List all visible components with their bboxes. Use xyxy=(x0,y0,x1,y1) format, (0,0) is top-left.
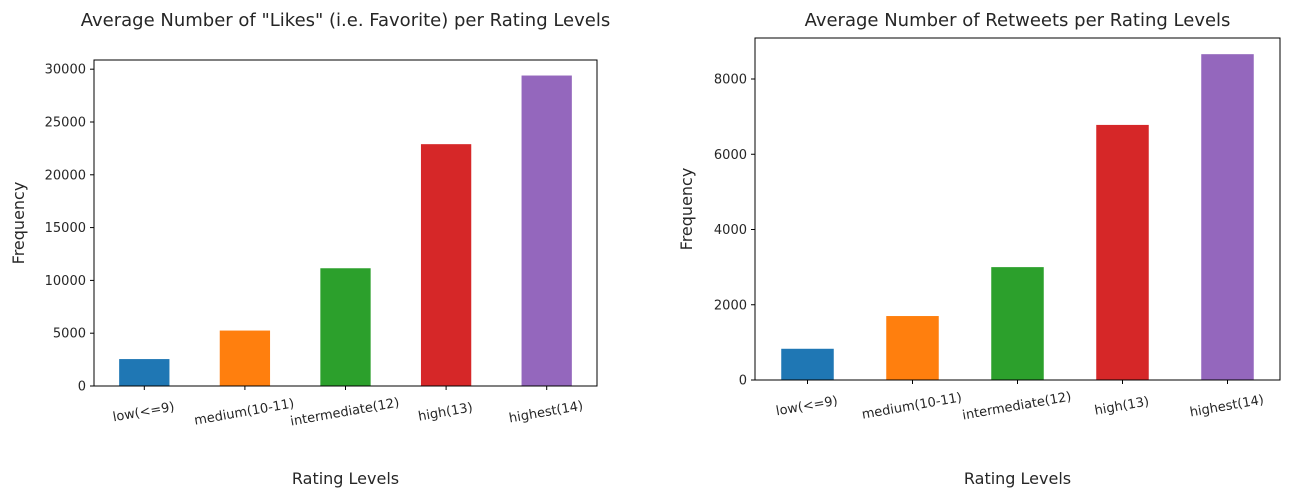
chart-title: Average Number of Retweets per Rating Le… xyxy=(805,10,1231,31)
x-tick-label: highest(14) xyxy=(1189,393,1265,421)
bar-4 xyxy=(420,144,472,386)
bar-1 xyxy=(119,359,170,386)
bar-5 xyxy=(521,75,572,387)
x-tick-label: intermediate(12) xyxy=(289,396,400,430)
bar-2 xyxy=(219,330,271,386)
chart-title: Average Number of "Likes" (i.e. Favorite… xyxy=(81,10,611,31)
x-tick-label: medium(10-11) xyxy=(861,390,963,422)
y-tick-label: 5000 xyxy=(53,327,86,342)
y-tick-label: 8000 xyxy=(714,73,747,88)
y-tick-label: 0 xyxy=(78,380,86,395)
bar-5 xyxy=(1201,54,1254,380)
bar-2 xyxy=(886,316,939,380)
y-tick-label: 25000 xyxy=(45,115,86,130)
x-axis-label: Rating Levels xyxy=(964,469,1071,488)
bar-4 xyxy=(1096,124,1149,380)
x-tick-label: high(13) xyxy=(1093,394,1150,418)
x-tick-label: high(13) xyxy=(417,400,474,424)
y-tick-label: 30000 xyxy=(45,63,86,78)
chart-panel-1: 0 5000 10000 15000 20000 25000 30000 low(<=9) me… xyxy=(9,10,610,488)
y-tick-label: 10000 xyxy=(45,274,86,289)
x-tick-label: low(<=9) xyxy=(775,394,839,420)
y-axis-label: Frequency xyxy=(677,168,696,251)
chart-panel-2: 0 2000 4000 6000 8000 low(<=9) medium(10-11)in… xyxy=(677,10,1281,488)
y-tick-label: 0 xyxy=(739,374,747,389)
y-tick-label: 2000 xyxy=(714,298,747,313)
x-tick-label: low(<=9) xyxy=(112,400,176,426)
x-tick-label: highest(14) xyxy=(508,399,584,427)
y-axis-label: Frequency xyxy=(9,182,28,265)
bar-3 xyxy=(320,268,371,386)
y-tick-label: 15000 xyxy=(45,221,86,236)
x-tick-label: medium(10-11) xyxy=(193,396,295,428)
bar-3 xyxy=(991,267,1044,380)
x-tick-label: intermediate(12) xyxy=(961,390,1072,424)
x-axis-label: Rating Levels xyxy=(292,469,399,488)
y-tick-label: 4000 xyxy=(714,223,747,238)
bar-1 xyxy=(781,348,834,380)
y-tick-label: 20000 xyxy=(45,168,86,183)
y-tick-label: 6000 xyxy=(714,148,747,163)
